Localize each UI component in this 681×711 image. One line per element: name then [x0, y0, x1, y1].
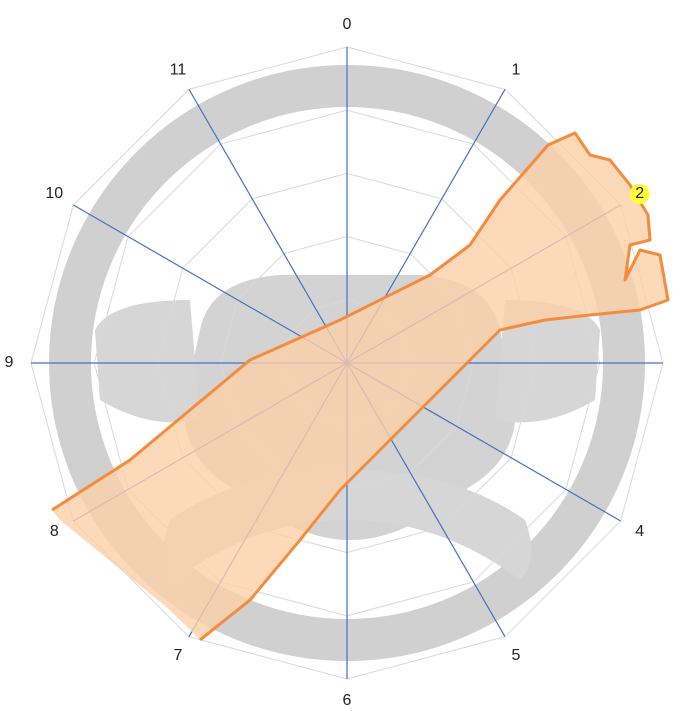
- label-highlight: [629, 184, 650, 204]
- category-label: 6: [343, 692, 352, 709]
- category-label: 10: [45, 185, 63, 202]
- category-label: 7: [174, 647, 183, 664]
- category-label: 9: [5, 354, 14, 371]
- category-label: 11: [170, 62, 187, 79]
- arm-outline: [51, 131, 670, 642]
- category-label: 8: [50, 523, 59, 540]
- spoke: [188, 89, 348, 364]
- category-label: 2: [635, 185, 644, 202]
- category-label: 1: [512, 62, 521, 79]
- category-label: 4: [635, 523, 644, 540]
- category-label: 0: [343, 16, 352, 33]
- arm: [52, 133, 668, 640]
- category-label: 5: [512, 647, 521, 664]
- category-labels: 01234567891011: [5, 16, 681, 709]
